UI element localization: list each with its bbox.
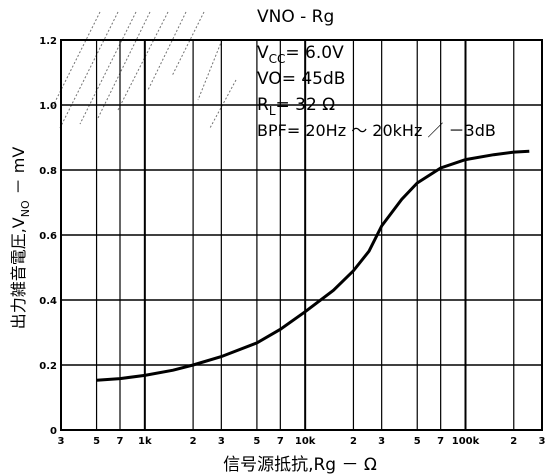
x-tick-label: 7 — [437, 436, 444, 447]
y-tick-label: 0.4 — [39, 296, 57, 307]
watermark-stroke — [197, 39, 223, 101]
y-tick-labels: 0 0.2 0.4 0.6 0.8 1.0 1.2 — [39, 36, 57, 437]
y-tick-label: 1.0 — [39, 101, 57, 112]
x-tick-label: 3 — [539, 436, 546, 447]
series-line — [96, 149, 530, 382]
x-tick-labels: 3 5 7 1k 2 3 5 7 10k 2 3 5 7 100k 2 3 — [58, 436, 546, 447]
x-tick-label: 10k — [295, 436, 316, 447]
x-tick-label: 7 — [277, 436, 284, 447]
watermark-stroke — [147, 11, 187, 91]
watermark-stroke — [59, 11, 119, 129]
watermark-stroke — [79, 11, 137, 125]
y-tick-label: 0.2 — [39, 361, 57, 372]
condition-bpf: BPF= 20Hz ～ 20kHz ／ －3dB — [257, 121, 496, 140]
x-tick-label: 7 — [117, 436, 124, 447]
chart-title: VNO - Rg — [257, 7, 334, 27]
x-tick-label: 2 — [510, 436, 517, 447]
condition-vo: VO= 45dB — [257, 69, 345, 89]
y-tick-label: 1.2 — [39, 36, 57, 47]
x-tick-label: 3 — [218, 436, 225, 447]
condition-rl: RL= 32 Ω — [257, 95, 335, 118]
x-tick-label: 100k — [452, 436, 480, 447]
x-tick-label: 5 — [93, 436, 100, 447]
x-tick-label: 1k — [138, 436, 152, 447]
x-tick-label: 2 — [350, 436, 357, 447]
x-tick-label: 3 — [58, 436, 65, 447]
x-tick-label: 5 — [253, 436, 260, 447]
condition-vcc: VCC= 6.0V — [257, 43, 344, 66]
x-tick-label: 3 — [378, 436, 385, 447]
x-tick-label: 5 — [414, 436, 421, 447]
plot-frame — [60, 39, 543, 431]
x-axis-label: 信号源抵抗,Rg － Ω — [223, 455, 377, 475]
x-tick-label: 2 — [190, 436, 197, 447]
y-tick-label: 0.6 — [39, 231, 57, 242]
y-tick-label: 0 — [50, 426, 57, 437]
y-tick-label: 0.8 — [39, 166, 57, 177]
y-axis-label: 出力雑音電圧,VNO－ mV — [9, 147, 32, 330]
watermark-stroke — [209, 79, 237, 129]
